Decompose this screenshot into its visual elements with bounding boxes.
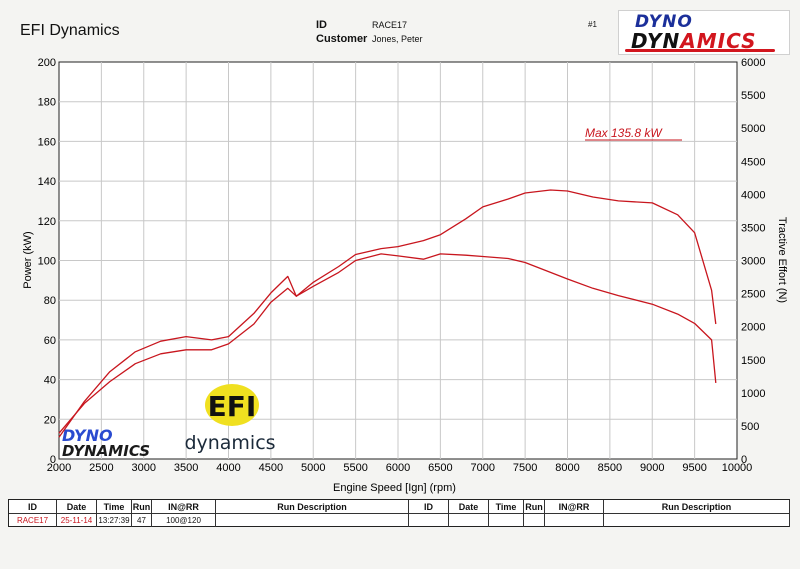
x-tick-label: 4000 [216, 462, 240, 474]
table-cell-empty [409, 514, 449, 527]
left-tick-label: 180 [38, 97, 56, 109]
x-tick-label: 7500 [513, 462, 537, 474]
table-header-right: Run Description [604, 500, 790, 514]
table-cell-empty [524, 514, 545, 527]
x-axis-ticks: 2000 2500 3000 3500 4000 4500 5000 5500 6000 6500… [47, 462, 753, 474]
table-header-left: Run Description [216, 500, 409, 514]
grid-lines [59, 62, 737, 459]
right-tick-label: 2000 [741, 322, 765, 334]
left-tick-label: 100 [38, 256, 56, 268]
table-header-left: Date [57, 500, 97, 514]
x-tick-label: 8500 [598, 462, 622, 474]
left-tick-label: 140 [38, 176, 56, 188]
x-tick-label: 5000 [301, 462, 325, 474]
right-tick-label: 2500 [741, 289, 765, 301]
max-annotation: Max 135.8 kW [585, 126, 682, 141]
right-axis-ticks: 0 500 1000 1500 2000 2500 3000 3500 4000 4500 5000… [741, 57, 765, 466]
right-tick-label: 5500 [741, 90, 765, 102]
x-axis-label: Engine Speed [Ign] (rpm) [333, 482, 456, 494]
table-cell: 100@120 [152, 514, 216, 527]
left-tick-label: 80 [44, 295, 56, 307]
x-tick-label: 6000 [386, 462, 410, 474]
table-cell-empty [604, 514, 790, 527]
table-cell: RACE17 [9, 514, 57, 527]
table-cell-empty [489, 514, 524, 527]
x-tick-label: 9500 [682, 462, 706, 474]
x-tick-label: 5500 [343, 462, 367, 474]
x-tick-label: 8000 [555, 462, 579, 474]
left-tick-label: 160 [38, 136, 56, 148]
efi-badge-text: EFI [208, 390, 257, 423]
left-axis-ticks: 0 20 40 60 80 100 120 140 160 180 200 [38, 57, 56, 466]
customer-label: Customer [316, 33, 368, 45]
table-cell: 13:27:39 [97, 514, 132, 527]
table-cell-empty [449, 514, 489, 527]
right-tick-label: 1000 [741, 388, 765, 400]
run-number: #1 [588, 20, 597, 29]
left-tick-label: 200 [38, 57, 56, 69]
max-annotation-text: Max 135.8 kW [585, 126, 663, 140]
efi-dynamics-logo: EFI dynamics [184, 384, 276, 454]
right-tick-label: 5000 [741, 123, 765, 135]
table-cell [216, 514, 409, 527]
x-tick-label: 6500 [428, 462, 452, 474]
right-tick-label: 4000 [741, 189, 765, 201]
table-cell-empty [545, 514, 604, 527]
watermark-dyno: DYNO [62, 426, 113, 445]
left-tick-label: 60 [44, 335, 56, 347]
right-tick-label: 4500 [741, 156, 765, 168]
table-cell: 47 [132, 514, 152, 527]
run-table: ID Date Time Run IN@RR Run Description ID Date T… [8, 499, 790, 527]
power-line [58, 189, 717, 434]
right-tick-label: 1500 [741, 355, 765, 367]
x-tick-label: 10000 [722, 462, 753, 474]
x-tick-label: 2500 [89, 462, 113, 474]
logo-word-dyno: DYNO [635, 12, 693, 32]
table-header-left: ID [9, 500, 57, 514]
table-header-right: Run [524, 500, 545, 514]
id-label: ID [316, 19, 327, 31]
watermark-dynamics: DYNAMICS [62, 442, 150, 460]
right-tick-label: 500 [741, 421, 759, 433]
customer-value: Jones, Peter [372, 34, 423, 44]
x-tick-label: 3500 [174, 462, 198, 474]
x-tick-label: 2000 [47, 462, 71, 474]
left-tick-label: 0 [50, 454, 56, 466]
table-header-left: Time [97, 500, 132, 514]
dyno-dynamics-watermark: DYNO DYNAMICS [62, 426, 150, 460]
x-tick-label: 3000 [132, 462, 156, 474]
table-header-left: Run [132, 500, 152, 514]
company-name: EFI Dynamics [20, 22, 120, 39]
x-tick-label: 4500 [259, 462, 283, 474]
left-tick-label: 40 [44, 375, 56, 387]
id-value: RACE17 [372, 20, 408, 30]
logo-swoosh [625, 49, 775, 52]
data-series [58, 189, 717, 438]
right-tick-label: 3000 [741, 256, 765, 268]
right-tick-label: 3500 [741, 222, 765, 234]
right-tick-label: 6000 [741, 57, 765, 69]
right-tick-label: 0 [741, 454, 747, 466]
table-header-right: IN@RR [545, 500, 604, 514]
efi-badge-shape [205, 384, 259, 426]
right-axis-label: Tractive Effort (N) [776, 217, 788, 303]
left-tick-label: 20 [44, 414, 56, 426]
left-tick-label: 120 [38, 216, 56, 228]
dyno-dynamics-logo: DYNO DYNAMICS [618, 10, 790, 55]
tractive-effort-line [58, 253, 717, 438]
left-axis-label: Power (kW) [22, 231, 34, 288]
table-cell: 25-11-14 [57, 514, 97, 527]
table-header-left: IN@RR [152, 500, 216, 514]
x-tick-label: 9000 [640, 462, 664, 474]
table-header-right: ID [409, 500, 449, 514]
table-header-right: Date [449, 500, 489, 514]
efi-dynamics-word: dynamics [184, 432, 275, 454]
x-tick-label: 7000 [471, 462, 495, 474]
table-header-right: Time [489, 500, 524, 514]
